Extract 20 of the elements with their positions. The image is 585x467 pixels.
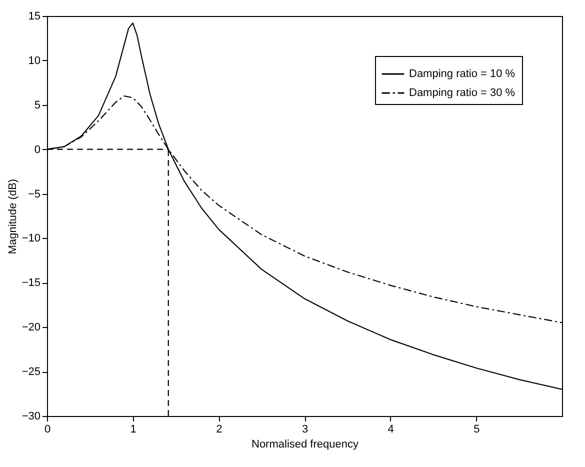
x-tick-label: 2 (216, 424, 222, 436)
y-tick-label: 10 (28, 54, 40, 67)
x-tick-label: 0 (44, 424, 51, 436)
y-axis-title: Magnitude (dB) (6, 178, 19, 254)
x-tick-label: 1 (130, 424, 136, 436)
y-tick-label: 5 (34, 99, 40, 112)
x-tick-label: 4 (388, 424, 394, 436)
x-tick-label: 3 (302, 424, 308, 436)
y-tick-label: −30 (22, 410, 40, 422)
y-tick-label: −25 (22, 366, 40, 378)
x-axis-title: Normalised frequency (252, 438, 359, 450)
x-tick-label: 5 (474, 424, 480, 436)
y-tick-label: −5 (28, 188, 40, 200)
y-tick-label: 15 (28, 10, 40, 22)
y-tick-label: −10 (22, 232, 40, 245)
y-tick-label: 0 (34, 144, 40, 156)
y-tick-label: −20 (22, 322, 40, 334)
legend-label: Damping ratio = 30 % (409, 87, 516, 99)
y-tick-label: −15 (22, 277, 40, 290)
legend-label: Damping ratio = 10 % (409, 68, 516, 80)
